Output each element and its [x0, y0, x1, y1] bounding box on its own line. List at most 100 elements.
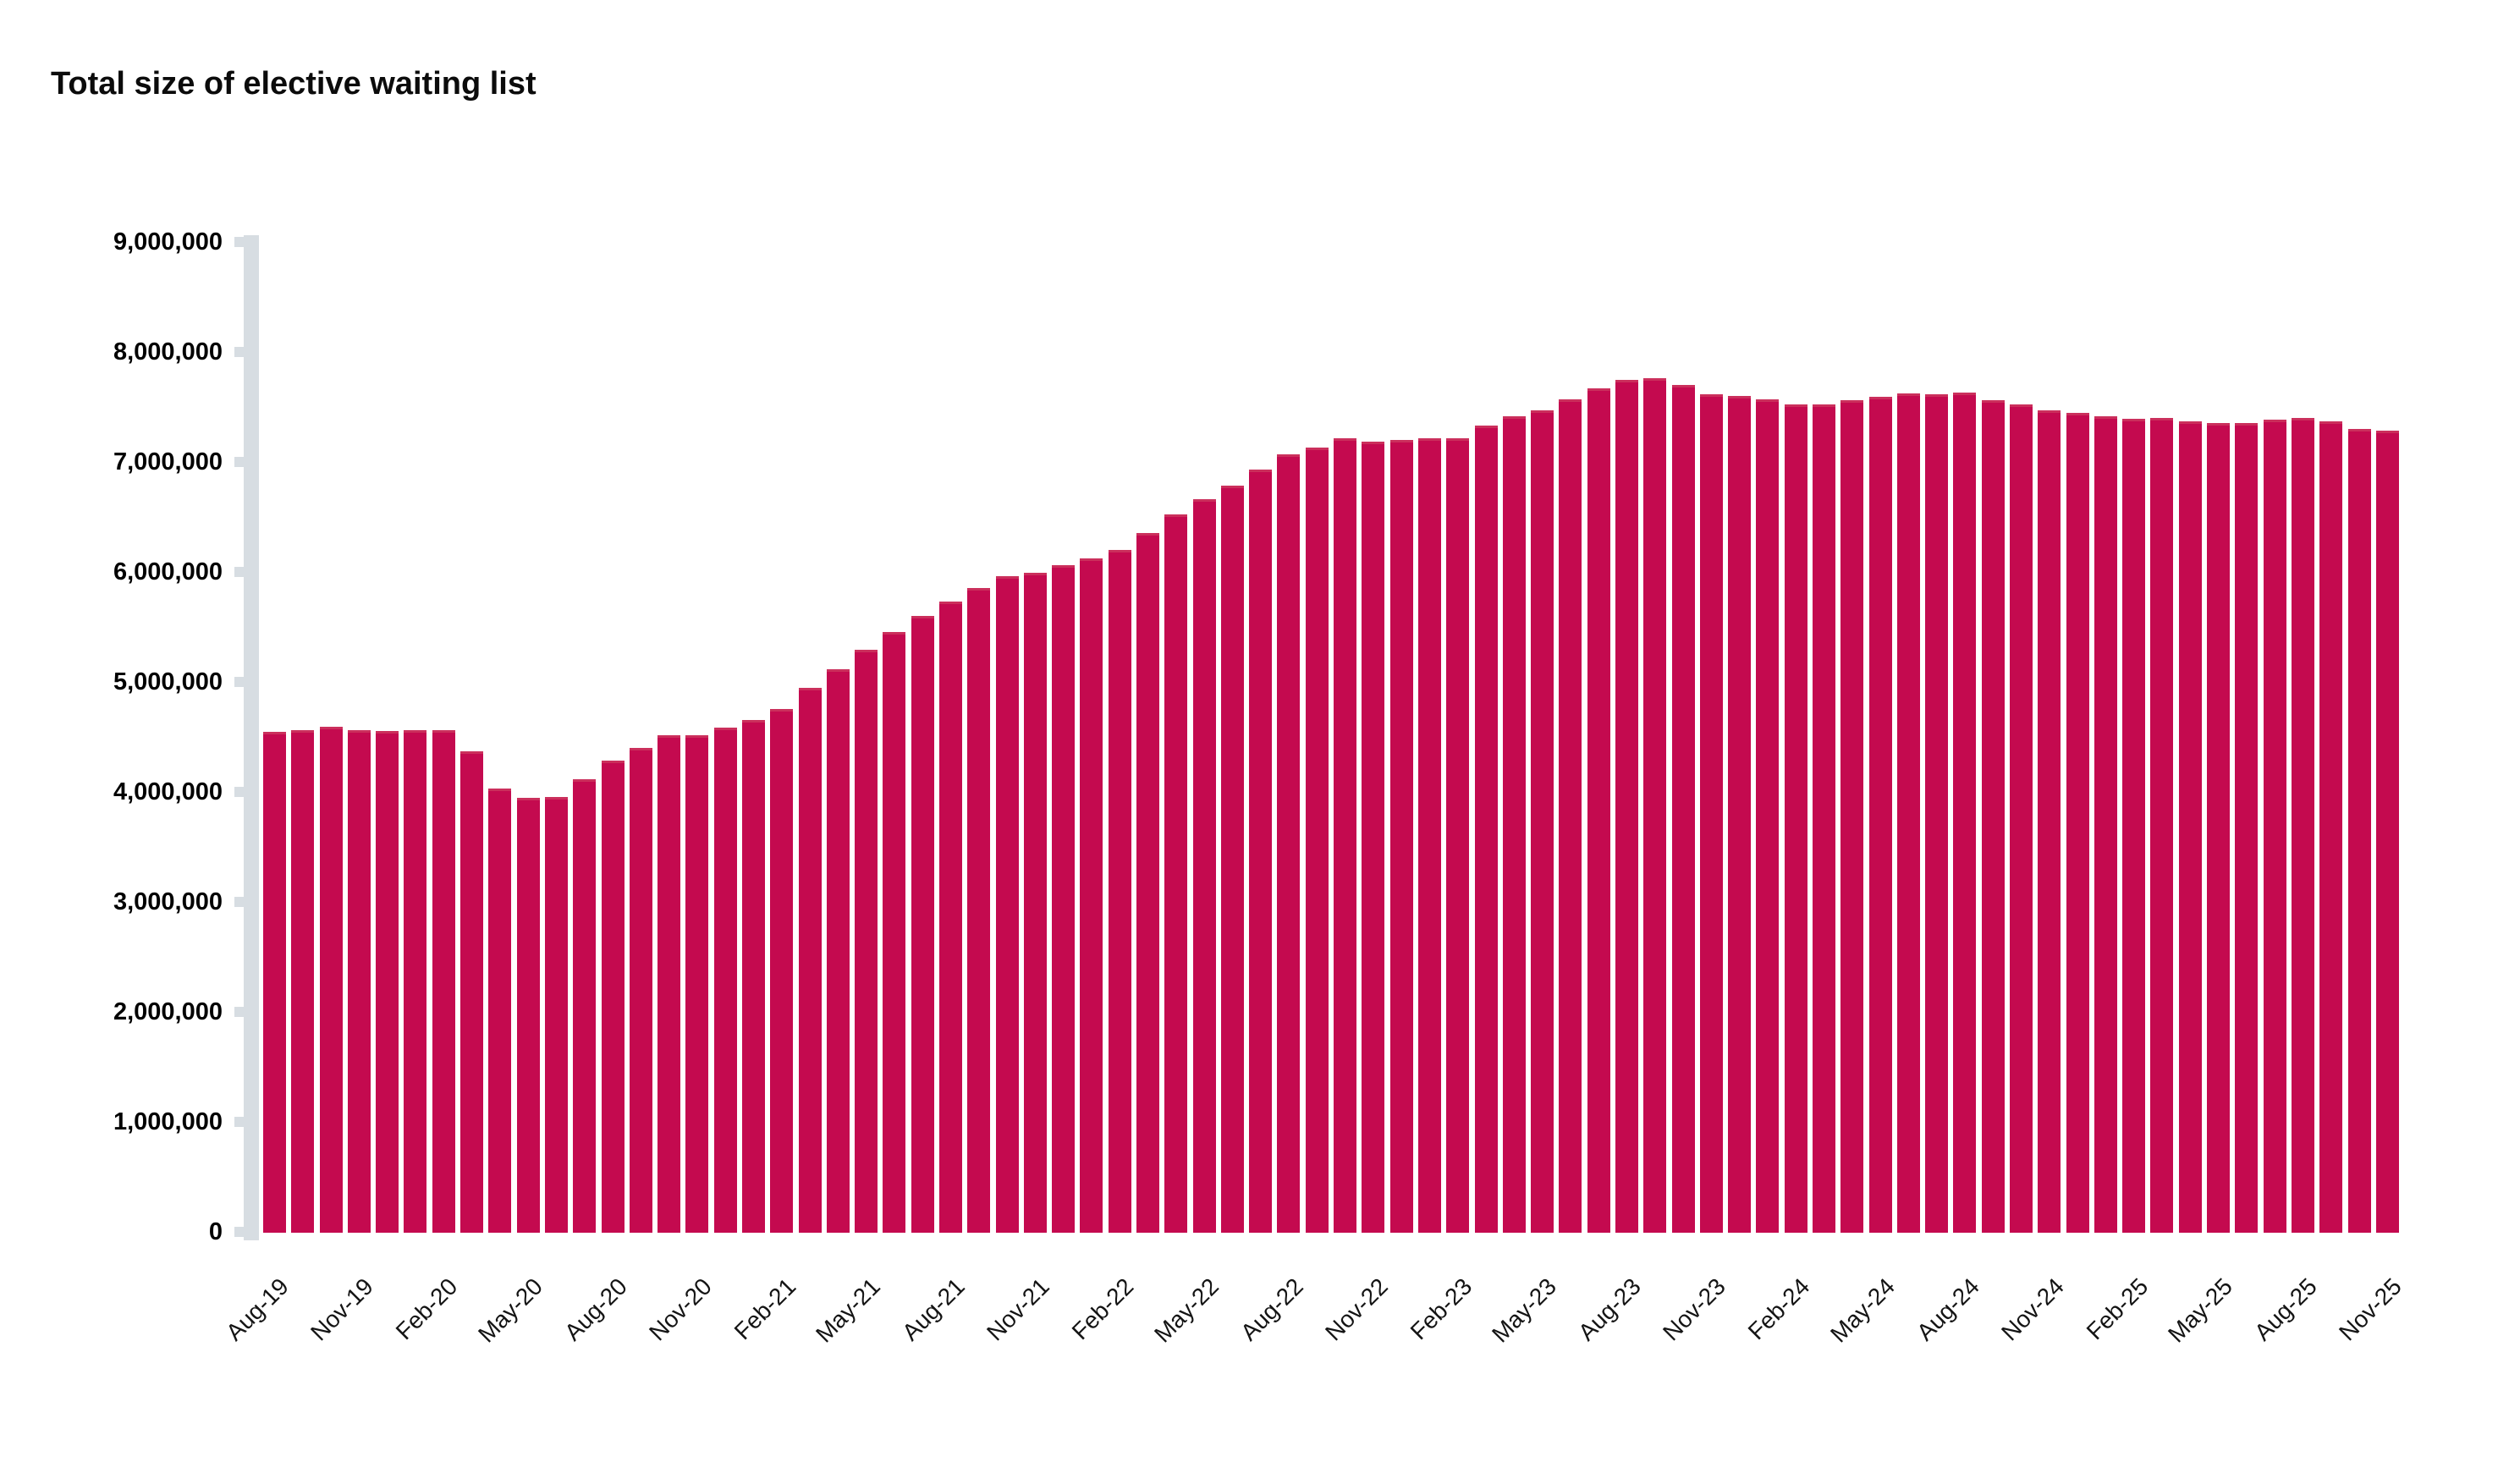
bar-Sep-25: [2319, 421, 2343, 1233]
x-tick-label: Aug-22: [1235, 1272, 1308, 1346]
bar-Jan-23: [1417, 438, 1441, 1233]
y-tick-label: 9,000,000: [113, 228, 223, 256]
bar-Nov-22: [1362, 442, 1385, 1233]
bar-Aug-20: [601, 761, 624, 1233]
x-tick-label: Feb-20: [391, 1272, 463, 1345]
bar-Feb-22: [1108, 550, 1131, 1233]
bar-Oct-25: [2347, 429, 2371, 1233]
bar-Jan-21: [741, 720, 765, 1233]
y-axis-tick: [234, 787, 245, 797]
x-tick-label: Feb-23: [1405, 1272, 1477, 1345]
bar-Aug-19: [263, 732, 286, 1233]
bar-Mar-25: [2150, 418, 2174, 1233]
bar-Apr-21: [826, 669, 850, 1233]
x-tick-label: Aug-24: [1911, 1272, 1984, 1346]
bar-Nov-20: [685, 735, 709, 1233]
y-axis-tick: [234, 677, 245, 687]
x-tick-label: Aug-20: [558, 1272, 632, 1346]
bar-Sep-23: [1643, 378, 1667, 1233]
bar-Sep-22: [1305, 448, 1329, 1233]
y-axis-tick: [234, 1227, 245, 1237]
bar-Mar-23: [1474, 426, 1498, 1233]
bar-Dec-22: [1389, 440, 1413, 1233]
x-tick-label: Nov-21: [982, 1272, 1054, 1346]
bar-May-25: [2207, 423, 2230, 1233]
bar-Mar-24: [1812, 404, 1835, 1233]
bar-Feb-25: [2122, 419, 2146, 1233]
bar-Jun-23: [1559, 399, 1582, 1233]
bar-May-24: [1868, 397, 1892, 1233]
bar-Feb-21: [770, 709, 794, 1233]
y-tick-label: 2,000,000: [113, 998, 223, 1025]
bar-Oct-20: [658, 735, 681, 1233]
bar-Jul-23: [1587, 388, 1610, 1233]
bar-Dec-24: [2066, 413, 2089, 1233]
bar-Sep-24: [1981, 400, 2005, 1233]
bar-Jul-21: [911, 616, 934, 1233]
y-axis-tick: [234, 457, 245, 467]
bar-May-23: [1531, 410, 1554, 1233]
x-tick-label: Feb-25: [2081, 1272, 2154, 1345]
x-tick-label: Feb-22: [1067, 1272, 1139, 1345]
x-tick-label: Aug-25: [2249, 1272, 2322, 1346]
bar-Jul-25: [2263, 420, 2286, 1233]
bar-Jun-22: [1220, 486, 1244, 1233]
y-axis-tick: [234, 567, 245, 577]
x-tick-label: Aug-19: [221, 1272, 294, 1346]
bar-Dec-20: [713, 728, 737, 1233]
x-tick-label: May-22: [1148, 1272, 1224, 1348]
bar-Nov-25: [2375, 431, 2399, 1233]
bar-Mar-22: [1136, 533, 1159, 1233]
x-tick-label: Aug-21: [897, 1272, 971, 1346]
x-tick-label: Feb-21: [729, 1272, 801, 1345]
x-tick-label: May-20: [472, 1272, 547, 1348]
bar-Aug-22: [1277, 454, 1301, 1233]
bar-Nov-23: [1699, 394, 1723, 1233]
bar-Aug-25: [2291, 418, 2314, 1233]
bar-May-20: [516, 798, 540, 1233]
bar-Feb-24: [1784, 404, 1807, 1233]
bar-Sep-20: [629, 748, 652, 1233]
bar-Jun-20: [544, 797, 568, 1233]
bar-Apr-24: [1840, 400, 1864, 1233]
y-tick-label: 5,000,000: [113, 668, 223, 695]
bar-Dec-21: [1052, 565, 1076, 1233]
bar-Nov-24: [2038, 410, 2061, 1233]
bar-Oct-21: [995, 576, 1019, 1233]
bar-Feb-23: [1446, 438, 1470, 1233]
bar-May-22: [1192, 499, 1216, 1233]
bar-Apr-20: [488, 789, 512, 1233]
y-axis-tick: [234, 237, 245, 247]
bar-Sep-19: [291, 730, 315, 1233]
bar-Sep-21: [967, 588, 991, 1233]
bar-Aug-23: [1615, 380, 1638, 1233]
bar-Jul-20: [573, 779, 597, 1233]
bar-Feb-20: [432, 730, 455, 1233]
y-tick-label: 4,000,000: [113, 778, 223, 805]
bar-Jul-24: [1925, 394, 1949, 1233]
bar-Apr-22: [1164, 514, 1188, 1233]
bar-Jan-24: [1756, 399, 1780, 1233]
bar-Oct-22: [1334, 438, 1356, 1233]
y-tick-label: 0: [208, 1218, 223, 1245]
bar-Dec-23: [1728, 396, 1752, 1233]
y-tick-label: 6,000,000: [113, 558, 223, 585]
bar-Apr-25: [2178, 421, 2202, 1233]
y-axis-tick: [234, 1007, 245, 1017]
chart-title: Total size of elective waiting list: [51, 66, 536, 102]
bar-Nov-19: [347, 730, 371, 1233]
x-tick-label: Feb-24: [1743, 1272, 1815, 1345]
bar-Jan-25: [2094, 416, 2117, 1233]
y-axis-tick: [234, 1117, 245, 1127]
x-tick-label: May-23: [1487, 1272, 1562, 1348]
bar-Jan-20: [404, 730, 427, 1233]
bar-Mar-20: [460, 751, 483, 1233]
y-axis-tick: [234, 897, 245, 907]
bar-Mar-21: [798, 688, 822, 1233]
bar-Jun-25: [2235, 423, 2259, 1233]
bar-Dec-19: [376, 731, 399, 1233]
x-tick-label: May-24: [1824, 1272, 1900, 1348]
y-axis-tick: [234, 347, 245, 357]
bar-Nov-21: [1023, 573, 1047, 1233]
x-tick-label: Aug-23: [1573, 1272, 1646, 1346]
